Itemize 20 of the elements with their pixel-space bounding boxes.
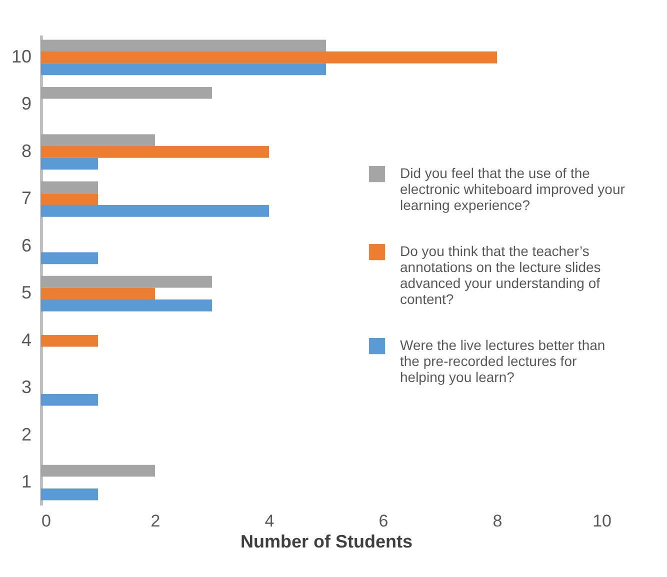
y-tick-label: 3 [21, 377, 32, 398]
x-tick-label: 2 [150, 512, 160, 530]
y-tick-label: 9 [21, 94, 32, 114]
x-tick-label: 4 [264, 512, 274, 530]
legend-label: Did you feel that the use of the electronic whiteboard improved your learning experience? [400, 165, 626, 213]
y-tick-label: 5 [21, 282, 32, 303]
y-tick-label: 2 [21, 424, 32, 444]
y-tick-label: 4 [21, 330, 32, 350]
x-tick-label: 6 [378, 512, 388, 530]
y-tick-label: 6 [21, 235, 32, 256]
y-tick-label: 7 [21, 188, 32, 208]
x-tick-label: 10 [592, 512, 612, 530]
x-axis-title: Number of Students [240, 532, 413, 552]
y-tick-label: 1 [21, 472, 32, 492]
x-tick-label: 0 [42, 512, 51, 530]
x-tick-label: 8 [492, 512, 502, 530]
y-tick-label: 10 [11, 46, 32, 66]
legend-label: Were the live lectures better than the pre-recorded lectures for helping you learn? [400, 337, 606, 385]
legend-label: Do you think that the teacher’s annotations on the lecture slides advanced your understanding of content? [400, 243, 601, 307]
y-tick-label: 8 [21, 140, 32, 161]
